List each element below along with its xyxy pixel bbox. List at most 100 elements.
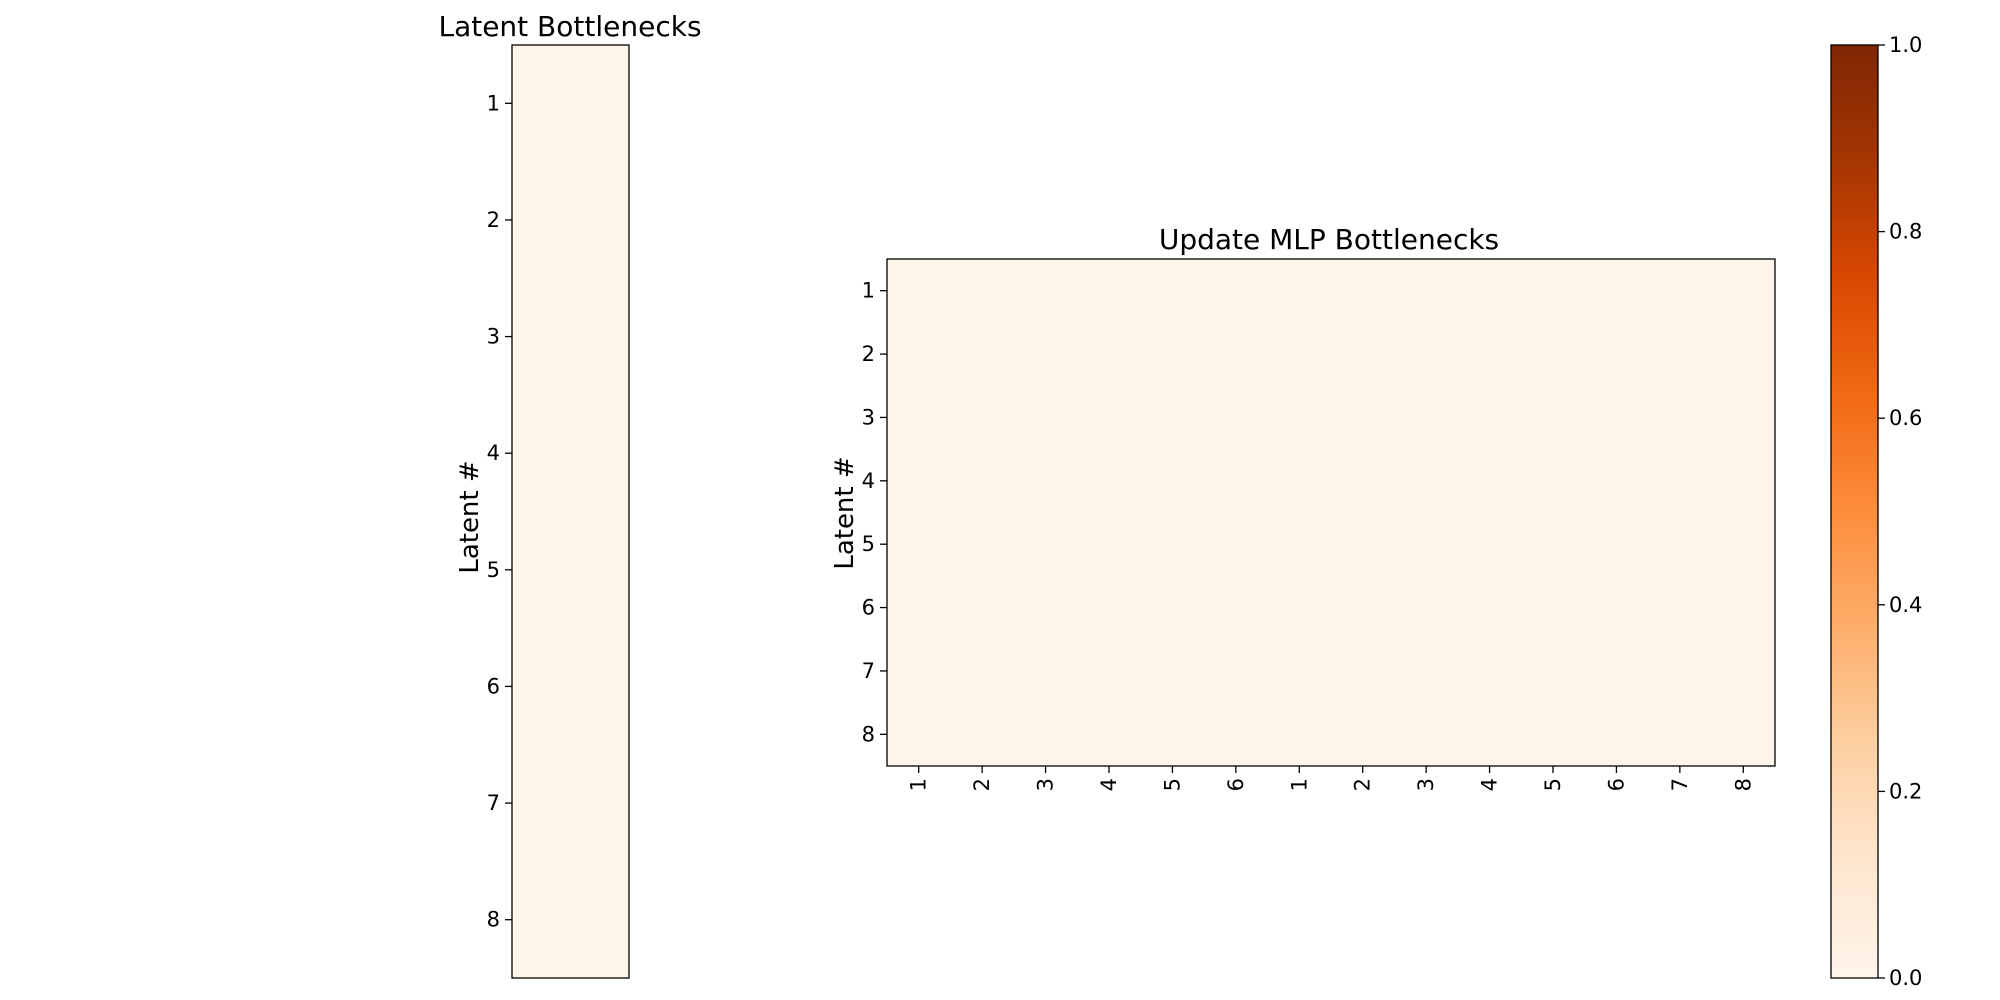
heatmap-cell <box>1648 639 1713 704</box>
update-mlp-bottlenecks-x-ticks: 1 2 3 4 5 6 1 2 3 4 5 6 7 8 <box>907 766 1755 791</box>
heatmap-cell <box>1457 512 1522 577</box>
heatmap-cell <box>512 394 630 512</box>
x-tick-label: 6 <box>1224 778 1248 791</box>
heatmap-cell <box>1394 322 1459 387</box>
x-tick-label: 6 <box>1604 778 1628 791</box>
x-tick-label: 8 <box>1731 778 1755 791</box>
y-tick-label: 6 <box>487 674 500 698</box>
heatmap-cell <box>1711 575 1776 640</box>
heatmap-cell <box>887 639 951 704</box>
heatmap-cell <box>1584 639 1649 704</box>
x-tick-label: 4 <box>1478 778 1502 791</box>
colorbar-ticks: 0.0 0.2 0.4 0.6 0.8 1.0 <box>1878 33 1922 990</box>
heatmap-cell <box>1457 575 1522 640</box>
y-tick-label: 3 <box>487 325 500 349</box>
heatmap-cell <box>1204 385 1269 450</box>
heatmap-cell <box>1077 449 1142 513</box>
latent-bottlenecks-panel: Latent Bottlenecks Latent # 1 2 3 4 5 6 7 8 <box>438 10 702 979</box>
heatmap-cell <box>1521 449 1586 513</box>
heatmap-cell <box>887 385 951 450</box>
y-tick-label: 5 <box>862 532 875 556</box>
heatmap-cell <box>1648 259 1713 323</box>
x-tick-label: 5 <box>1160 778 1184 791</box>
heatmap-cell <box>1394 575 1459 640</box>
colorbar-tick-label: 1.0 <box>1889 33 1922 57</box>
heatmap-cell <box>1204 575 1269 640</box>
heatmap-cell <box>950 322 1015 387</box>
colorbar-tick-label: 0.0 <box>1889 966 1922 990</box>
heatmap-cell <box>887 259 951 323</box>
heatmap-cell <box>1521 512 1586 577</box>
heatmap-cell <box>887 575 951 640</box>
heatmap-cell <box>1648 702 1713 767</box>
heatmap-cell <box>887 449 951 513</box>
heatmap-cell <box>512 45 630 163</box>
heatmap-cell <box>1267 259 1332 323</box>
heatmap-cell <box>1711 449 1776 513</box>
heatmap-cell <box>1584 702 1649 767</box>
y-tick-label: 1 <box>487 91 500 115</box>
latent-bottlenecks-ylabel: Latent # <box>455 460 485 573</box>
heatmap-cell <box>1331 575 1395 640</box>
heatmap-cell <box>1394 639 1459 704</box>
heatmap-cell <box>1204 322 1269 387</box>
latent-bottlenecks-cells <box>512 45 630 979</box>
latent-bottlenecks-title: Latent Bottlenecks <box>438 10 701 43</box>
heatmap-cell <box>1711 512 1776 577</box>
heatmap-cell <box>1521 322 1586 387</box>
y-tick-label: 8 <box>862 722 875 746</box>
heatmap-cell <box>950 512 1015 577</box>
heatmap-cell <box>1077 512 1142 577</box>
heatmap-cell <box>1394 449 1459 513</box>
heatmap-cell <box>512 278 630 396</box>
colorbar-tick-label: 0.8 <box>1889 220 1922 244</box>
heatmap-cell <box>512 744 630 862</box>
heatmap-cell <box>1711 702 1776 767</box>
heatmap-cell <box>1204 639 1269 704</box>
heatmap-cell <box>512 511 630 629</box>
heatmap-cell <box>1521 385 1586 450</box>
y-tick-label: 1 <box>862 279 875 303</box>
heatmap-cell <box>1331 322 1395 387</box>
heatmap-cell <box>1140 322 1205 387</box>
heatmap-cell <box>1584 575 1649 640</box>
heatmap-cell <box>1521 575 1586 640</box>
heatmap-cell <box>887 512 951 577</box>
heatmap-cell <box>1267 575 1332 640</box>
y-tick-label: 7 <box>487 791 500 815</box>
heatmap-cell <box>1077 639 1142 704</box>
colorbar-gradient <box>1831 45 1878 978</box>
heatmap-cell <box>1140 639 1205 704</box>
heatmap-cell <box>1013 575 1078 640</box>
heatmap-cell <box>1140 512 1205 577</box>
heatmap-cell <box>1267 639 1332 704</box>
heatmap-cell <box>1331 639 1395 704</box>
y-tick-label: 2 <box>487 208 500 232</box>
heatmap-cell <box>1457 449 1522 513</box>
heatmap-cell <box>1013 512 1078 577</box>
heatmap-cell <box>1140 449 1205 513</box>
y-tick-label: 2 <box>862 342 875 366</box>
heatmap-cell <box>1521 259 1586 323</box>
heatmap-cell <box>1584 512 1649 577</box>
heatmap-cell <box>1457 702 1522 767</box>
heatmap-cell <box>1394 702 1459 767</box>
heatmap-cell <box>1457 322 1522 387</box>
x-tick-label: 2 <box>1351 778 1375 791</box>
heatmap-cell <box>1648 449 1713 513</box>
y-tick-label: 4 <box>487 441 500 465</box>
heatmap-cell <box>1013 639 1078 704</box>
update-mlp-bottlenecks-panel: Update MLP Bottlenecks Latent # 1 2 3 4 5 6 7 8… <box>830 223 1776 791</box>
heatmap-cell <box>1077 702 1142 767</box>
heatmap-cell <box>1584 322 1649 387</box>
y-tick-label: 7 <box>862 659 875 683</box>
heatmap-cell <box>1140 702 1205 767</box>
x-tick-label: 3 <box>1414 778 1438 791</box>
heatmap-cell <box>1077 575 1142 640</box>
heatmap-cell <box>1013 702 1078 767</box>
heatmap-cell <box>1013 259 1078 323</box>
heatmap-cell <box>950 385 1015 450</box>
heatmap-cell <box>512 628 630 746</box>
x-tick-label: 4 <box>1097 778 1121 791</box>
